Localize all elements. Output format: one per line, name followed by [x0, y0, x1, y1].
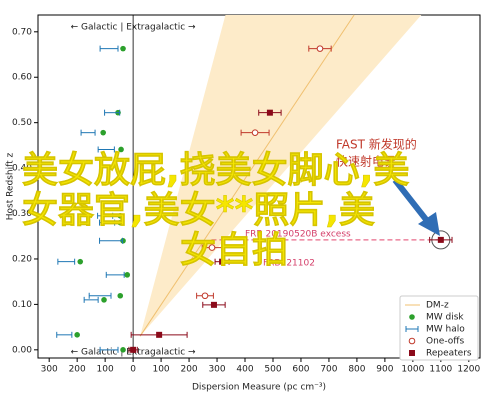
error-bar — [83, 296, 99, 303]
x-tick-label: 500 — [264, 365, 281, 375]
legend-label: One-offs — [426, 337, 464, 347]
error-bar — [80, 129, 96, 136]
error-bar — [99, 219, 116, 226]
y-tick-label: 0.20 — [12, 254, 32, 264]
y-tick-label: 0.60 — [12, 73, 32, 83]
fast-arrow — [392, 178, 431, 224]
point — [117, 213, 124, 219]
point — [210, 301, 217, 308]
x-axis-label: Dispersion Measure (pc cm⁻³) — [192, 383, 326, 393]
fast-label: 快速射电暴 — [336, 154, 396, 169]
y-tick-label: 0.40 — [12, 164, 32, 174]
x-tick-label: 200 — [180, 365, 197, 375]
fast-label: FAST 新发现的 — [336, 137, 417, 152]
y-tick-label: 0.10 — [12, 300, 32, 310]
error-bar — [97, 212, 114, 219]
point — [120, 237, 126, 244]
point — [219, 258, 226, 265]
x-tick-label: 700 — [320, 365, 337, 375]
x-tick-label: 400 — [236, 365, 253, 375]
error-bar — [99, 237, 123, 244]
overlay-text: 美女放屁,挠美女脚心,美 — [22, 150, 409, 191]
point — [156, 331, 163, 338]
fast-arrowhead — [418, 212, 440, 236]
error-bar — [57, 258, 76, 265]
point — [120, 347, 126, 353]
point — [124, 272, 131, 278]
legend-label: MW halo — [426, 325, 465, 335]
point — [117, 292, 124, 299]
point — [100, 129, 106, 136]
x-tick-label: 100 — [152, 365, 169, 375]
legend-swatch — [408, 337, 416, 345]
frb121102-label: FRB121102 — [263, 259, 315, 269]
legend-swatch — [409, 314, 415, 320]
x-tick-label: 1100 — [429, 365, 452, 375]
point — [77, 258, 84, 265]
point — [266, 109, 273, 116]
error-bar — [97, 146, 115, 153]
legend: DM-z MW disk MW halo One-offs Repeaters — [399, 295, 479, 361]
y-tick-label: 0.30 — [12, 209, 32, 219]
error-bar — [88, 292, 112, 299]
x-tick-label: 200 — [69, 365, 86, 375]
point — [316, 45, 324, 52]
legend-box — [399, 295, 479, 361]
x-tick-label: 900 — [376, 365, 393, 375]
error-bar — [56, 331, 73, 338]
point — [208, 244, 216, 251]
y-tick-label: 0.00 — [12, 345, 32, 355]
point — [74, 332, 80, 338]
x-tick-label: 300 — [41, 365, 58, 375]
legend-label: MW disk — [426, 313, 464, 323]
excess-label: FRB 20190520B excess — [245, 230, 351, 240]
dmz-band — [140, 15, 422, 337]
point — [130, 346, 137, 353]
overlay-text: 女自拍 — [180, 230, 288, 271]
legend-label: DM-z — [426, 301, 449, 311]
region-label: ← Galactic | Extragalactic → — [71, 23, 196, 33]
x-tick-label: 100 — [97, 365, 114, 375]
point — [201, 292, 209, 300]
x-tick-label: 600 — [292, 365, 309, 375]
legend-label: Repeaters — [426, 349, 472, 359]
point — [117, 219, 124, 226]
x-tick-label: 1200 — [457, 365, 480, 375]
point — [251, 129, 259, 136]
point — [120, 45, 126, 52]
dmz-line — [139, 14, 355, 337]
x-tick-label: 0 — [130, 365, 136, 375]
y-tick-label: 0.50 — [12, 118, 32, 128]
error-bar — [99, 346, 119, 353]
error-bar — [104, 109, 121, 116]
error-bar — [105, 271, 125, 278]
point — [101, 297, 107, 303]
error-bar — [99, 45, 119, 52]
x-tick-label: 1000 — [401, 365, 424, 375]
y-axis-label: Host Redshift z — [6, 152, 16, 220]
x-tick-label: 800 — [348, 365, 365, 375]
x-tick-label: 300 — [208, 365, 225, 375]
legend-swatch — [409, 350, 415, 356]
overlay-text: 女器官,美女**照片,美 — [22, 190, 375, 231]
point — [118, 146, 124, 153]
point — [437, 236, 444, 243]
y-tick-label: 0.70 — [12, 27, 32, 37]
